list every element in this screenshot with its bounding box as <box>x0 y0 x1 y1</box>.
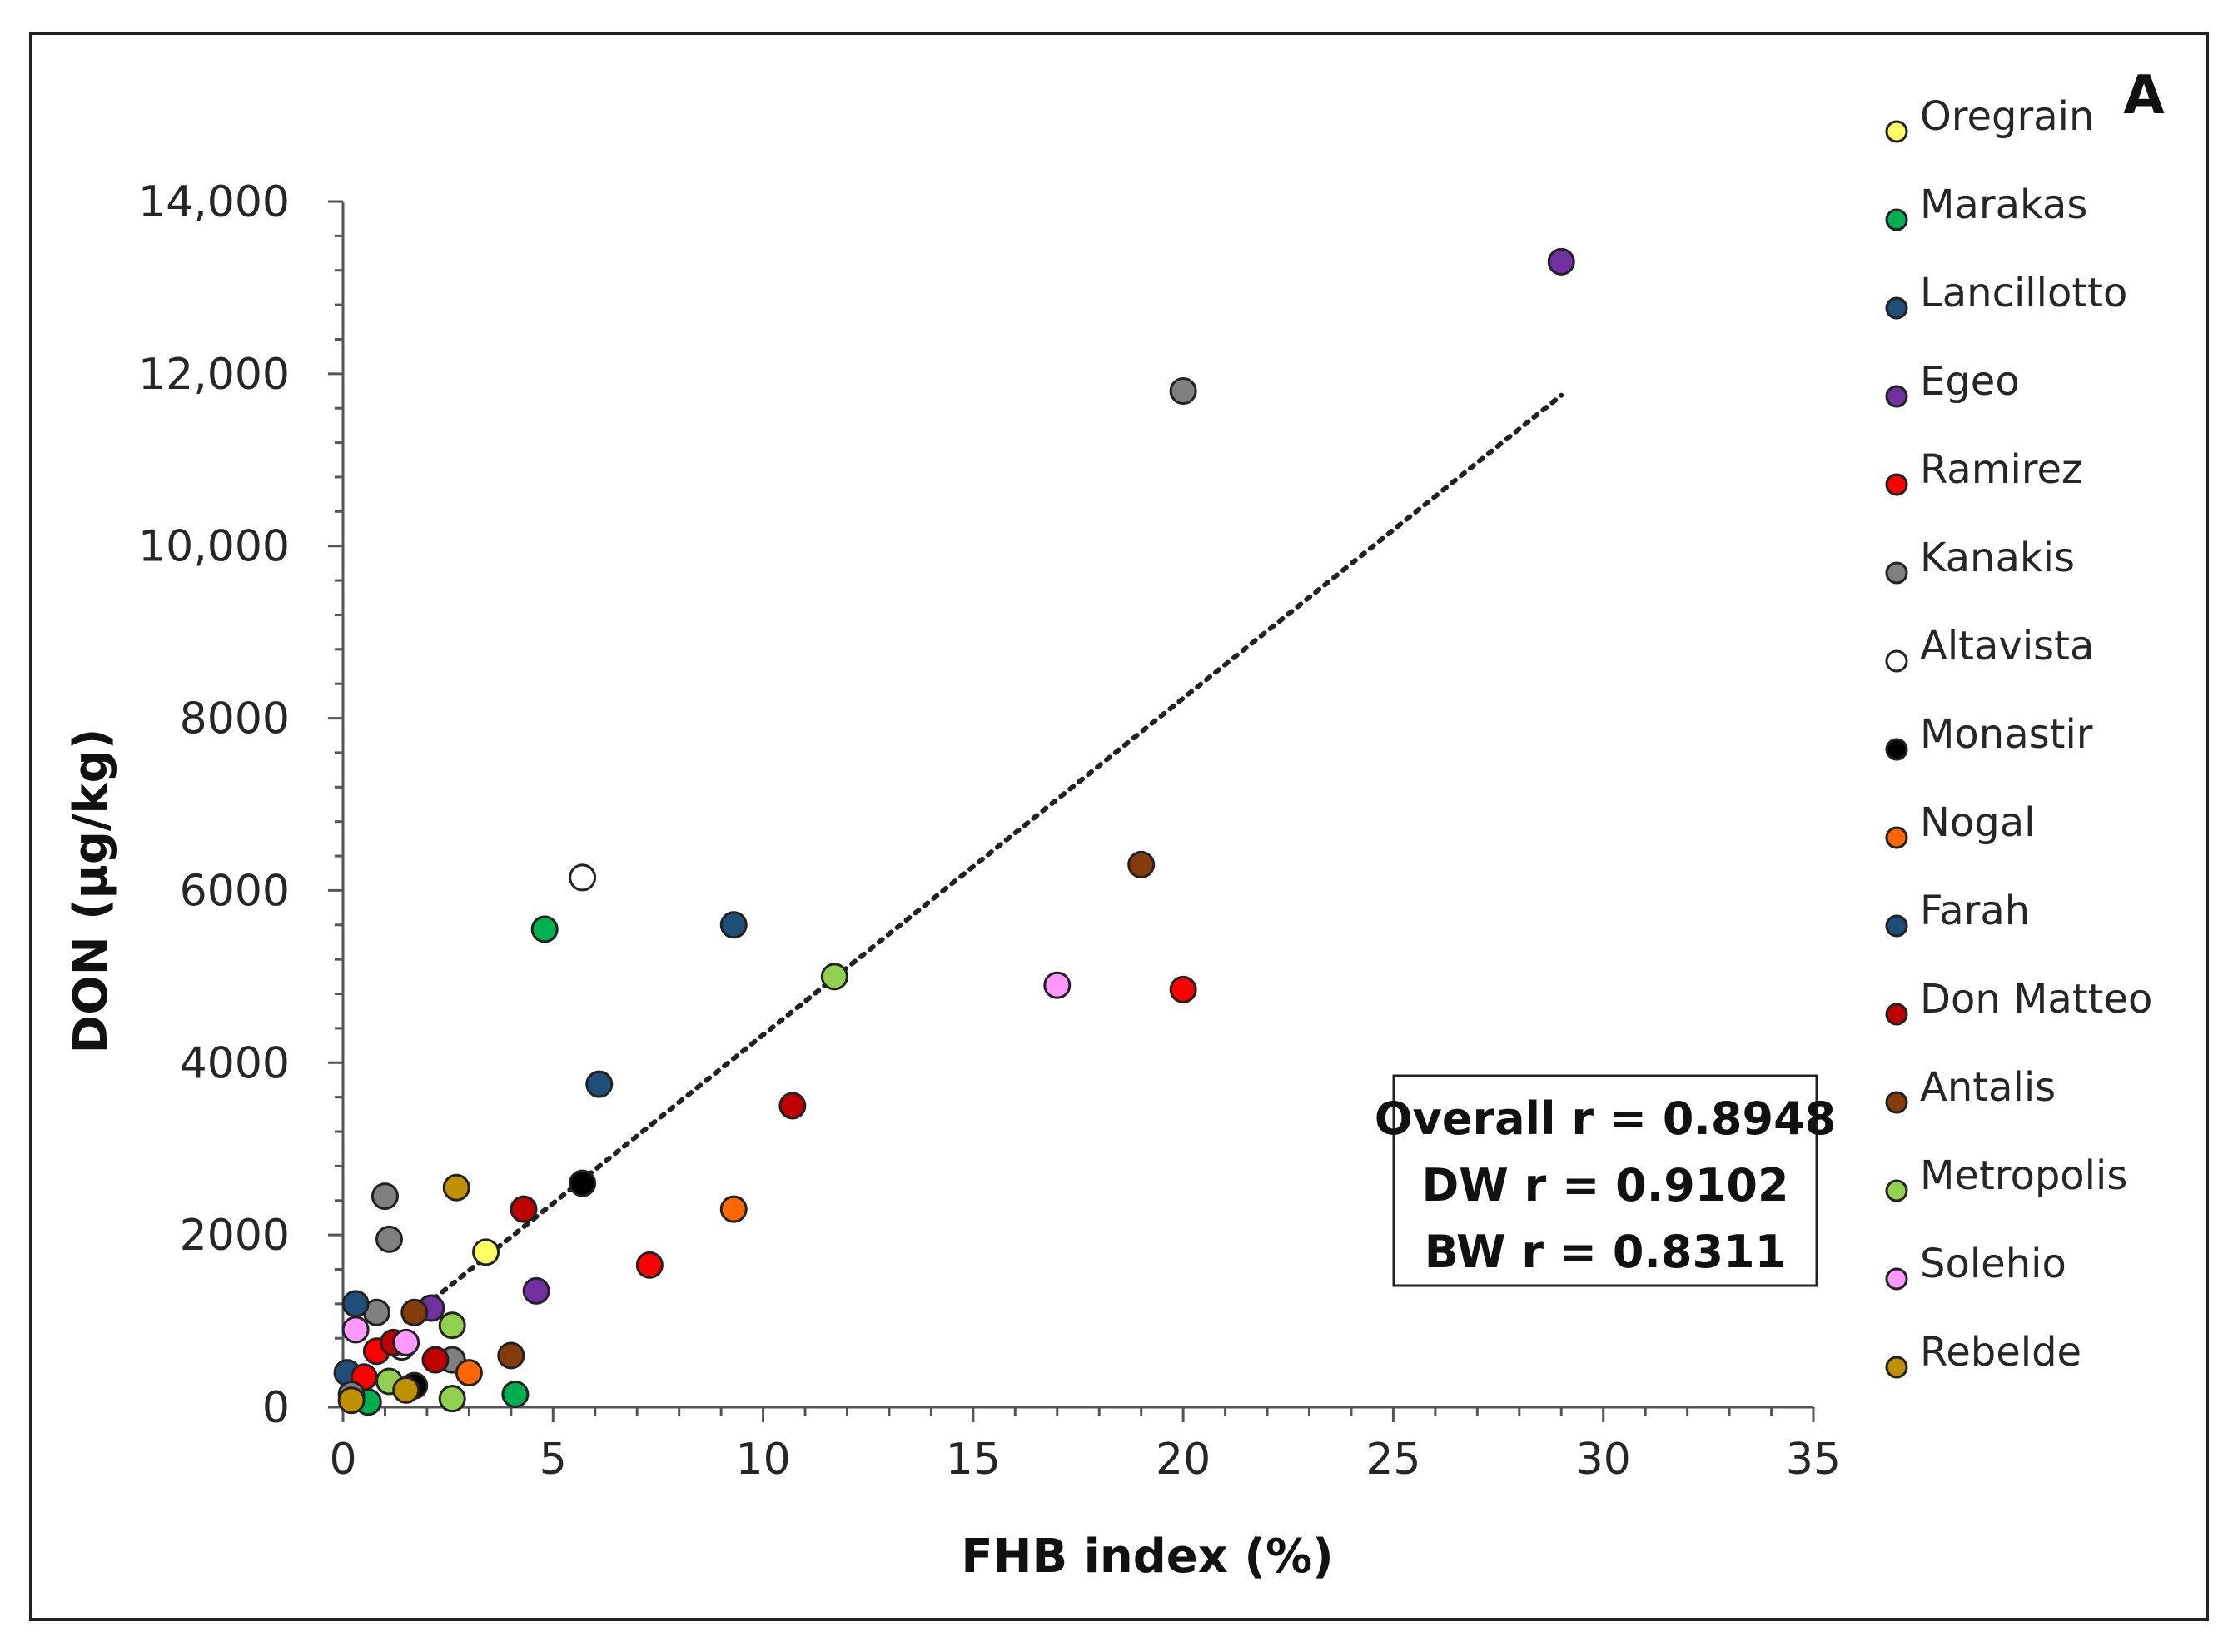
axis-ticks <box>328 200 1815 1422</box>
data-point <box>400 1298 429 1326</box>
data-point <box>438 1311 466 1340</box>
y-tick-label: 6000 <box>180 866 290 916</box>
data-point <box>719 911 748 939</box>
data-point <box>778 1092 807 1120</box>
data-point <box>1169 975 1197 1003</box>
legend-label: Marakas <box>1920 182 2087 228</box>
legend-marker <box>1885 738 1908 761</box>
legend-marker <box>1885 1179 1908 1202</box>
data-point <box>585 1070 614 1098</box>
data-point <box>1547 247 1575 276</box>
data-point <box>1043 971 1072 999</box>
y-tick-label: 2000 <box>180 1211 290 1261</box>
x-tick-label: 35 <box>1786 1435 1841 1485</box>
y-tick-labels: 0 2000 4000 6000 8000 10,000 12,000 14,000 <box>138 177 290 1433</box>
x-tick-label: 20 <box>1156 1435 1211 1485</box>
correlation-stats-box: Overall r = 0.8948 DW r = 0.9102 BW r = … <box>1375 1074 1836 1287</box>
panel-label: A <box>2123 65 2165 127</box>
data-point <box>501 1380 530 1408</box>
x-axis-title: FHB index (%) <box>961 1530 1333 1584</box>
legend-label: Monastir <box>1920 711 2093 758</box>
x-tick-label: 30 <box>1576 1435 1631 1485</box>
data-point <box>337 1386 366 1415</box>
y-tick-label: 14,000 <box>138 177 290 227</box>
data-points <box>333 247 1575 1416</box>
legend: Oregrain Marakas Lancillotto Egeo Ramirez Kan… <box>1885 93 2152 1379</box>
data-point <box>392 1376 420 1404</box>
data-point <box>569 1169 597 1197</box>
legend-marker <box>1885 385 1908 408</box>
legend-label: Don Matteo <box>1920 976 2152 1023</box>
y-axis-title: DON (µg/kg) <box>64 729 118 1054</box>
data-point <box>371 1182 399 1211</box>
legend-marker <box>1885 120 1908 143</box>
x-tick-label: 25 <box>1365 1435 1420 1485</box>
stats-box-frame <box>1392 1074 1818 1287</box>
legend-marker <box>1885 649 1908 673</box>
data-point <box>820 963 848 991</box>
x-tick-label: 0 <box>329 1435 356 1485</box>
data-point <box>438 1385 466 1413</box>
legend-marker <box>1885 826 1908 849</box>
data-point <box>472 1238 500 1266</box>
data-point <box>421 1346 450 1374</box>
trendline <box>403 392 1564 1324</box>
legend-label: Lancillotto <box>1920 270 2127 316</box>
legend-marker <box>1885 1091 1908 1114</box>
legend-marker <box>1885 473 1908 496</box>
data-point <box>569 863 597 892</box>
legend-label: Altavista <box>1920 623 2094 669</box>
x-tick-label: 15 <box>946 1435 1001 1485</box>
legend-label: Rebelde <box>1920 1329 2081 1376</box>
y-tick-label: 4000 <box>180 1038 290 1088</box>
legend-marker <box>1885 1356 1908 1379</box>
legend-label: Farah <box>1920 888 2030 934</box>
y-tick-label: 0 <box>262 1383 290 1433</box>
data-point <box>455 1359 483 1387</box>
data-point <box>719 1195 748 1223</box>
data-point <box>442 1173 470 1202</box>
legend-label: Egeo <box>1920 358 2020 405</box>
legend-marker <box>1885 296 1908 320</box>
legend-marker <box>1885 1003 1908 1026</box>
stat-overall-r: Overall r = 0.8948 <box>1375 1092 1836 1145</box>
stat-bw-r: BW r = 0.8311 <box>1425 1226 1786 1278</box>
data-point <box>341 1290 370 1318</box>
data-point <box>341 1316 370 1344</box>
x-tick-label: 10 <box>735 1435 790 1485</box>
legend-marker <box>1885 1267 1908 1291</box>
data-point <box>510 1195 538 1223</box>
y-tick-label: 10,000 <box>138 522 290 572</box>
legend-marker <box>1885 208 1908 231</box>
legend-label: Nogal <box>1920 799 2036 846</box>
data-point <box>1127 850 1156 878</box>
data-point <box>1169 377 1197 406</box>
data-point <box>635 1251 664 1279</box>
data-point <box>530 915 559 943</box>
data-point <box>497 1341 525 1370</box>
legend-marker <box>1885 561 1908 585</box>
legend-label: Ramirez <box>1920 446 2082 493</box>
y-tick-label: 8000 <box>180 694 290 744</box>
legend-marker <box>1885 914 1908 938</box>
y-tick-label: 12,000 <box>138 350 290 400</box>
x-tick-labels: 0 5 10 15 20 25 30 35 <box>329 1435 1841 1485</box>
data-point <box>392 1328 420 1356</box>
data-point <box>375 1225 404 1253</box>
stat-dw-r: DW r = 0.9102 <box>1421 1159 1788 1212</box>
legend-label: Metropolis <box>1920 1152 2127 1199</box>
plot-area: 0 5 10 15 20 25 30 35 0 2000 4000 6000 8000 10,000 12… <box>138 177 1841 1485</box>
data-point <box>522 1276 550 1305</box>
legend-label: Kanakis <box>1920 535 2075 581</box>
legend-label: Oregrain <box>1920 93 2094 140</box>
legend-label: Antalis <box>1920 1064 2056 1111</box>
legend-label: Solehio <box>1920 1241 2066 1287</box>
x-tick-label: 5 <box>540 1435 567 1485</box>
